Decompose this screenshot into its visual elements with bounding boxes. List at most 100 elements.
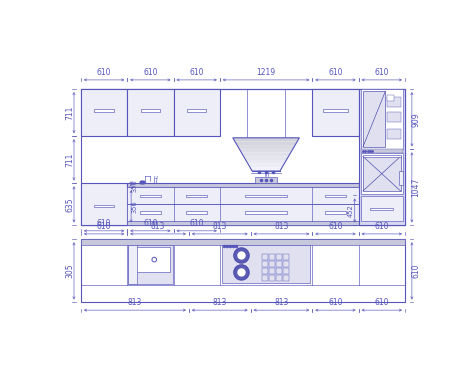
Bar — [262, 261, 268, 267]
Text: 813: 813 — [213, 298, 227, 307]
Bar — [363, 156, 401, 191]
Polygon shape — [248, 164, 284, 167]
Bar — [127, 89, 173, 136]
Bar — [276, 254, 282, 260]
Bar — [81, 183, 127, 225]
Polygon shape — [233, 138, 300, 142]
Bar — [141, 109, 160, 112]
Bar — [81, 239, 405, 245]
Bar — [128, 245, 137, 284]
Bar — [283, 261, 289, 267]
Bar — [245, 195, 287, 197]
Text: 1047: 1047 — [411, 178, 420, 197]
Bar — [245, 211, 287, 214]
Polygon shape — [237, 145, 295, 149]
Text: 813: 813 — [213, 222, 227, 231]
Text: 610: 610 — [374, 68, 389, 77]
Bar — [269, 261, 275, 267]
Bar — [128, 245, 173, 284]
Text: 305: 305 — [65, 264, 74, 278]
Bar — [269, 254, 275, 260]
Bar — [262, 275, 268, 281]
Bar — [387, 95, 394, 101]
Text: 813: 813 — [274, 298, 289, 307]
Bar — [127, 187, 359, 204]
Bar — [94, 205, 114, 207]
Bar — [186, 195, 207, 197]
Text: 909: 909 — [411, 112, 420, 127]
Bar — [262, 268, 268, 274]
Bar — [276, 261, 282, 267]
Bar — [363, 155, 401, 157]
Text: 610: 610 — [328, 222, 343, 231]
Text: 610: 610 — [411, 264, 420, 278]
Bar — [127, 183, 359, 187]
Bar — [269, 275, 275, 281]
Text: 813: 813 — [151, 222, 165, 231]
Bar — [363, 92, 385, 147]
Bar — [130, 247, 171, 272]
Bar — [140, 211, 161, 214]
Circle shape — [238, 269, 245, 276]
Polygon shape — [246, 160, 286, 164]
Bar — [127, 221, 359, 225]
Bar — [173, 89, 220, 136]
Bar — [127, 204, 359, 221]
Text: 610: 610 — [143, 219, 158, 228]
Polygon shape — [235, 142, 297, 145]
Bar — [283, 268, 289, 274]
Bar — [276, 268, 282, 274]
Bar — [276, 275, 282, 281]
Bar — [283, 275, 289, 281]
Polygon shape — [241, 152, 291, 156]
Bar — [262, 254, 268, 260]
Polygon shape — [250, 167, 282, 171]
Text: 610: 610 — [374, 298, 389, 307]
Bar — [361, 149, 403, 153]
Bar — [387, 97, 401, 107]
Bar — [269, 268, 275, 274]
Bar — [94, 109, 114, 112]
Text: 356: 356 — [132, 200, 138, 213]
Bar — [186, 211, 207, 214]
Bar — [283, 254, 289, 260]
Bar — [222, 245, 310, 283]
Bar — [323, 109, 348, 112]
Text: 610: 610 — [190, 219, 204, 228]
Polygon shape — [239, 149, 293, 152]
Polygon shape — [244, 156, 289, 160]
Text: 1219: 1219 — [256, 68, 276, 77]
Text: 610: 610 — [97, 219, 111, 228]
Bar — [81, 89, 127, 136]
Text: 610: 610 — [143, 68, 158, 77]
Text: 813: 813 — [274, 222, 289, 231]
Text: 610: 610 — [328, 68, 343, 77]
Text: 610: 610 — [190, 68, 204, 77]
Bar — [370, 208, 393, 210]
Circle shape — [234, 248, 249, 263]
Circle shape — [234, 265, 249, 280]
Bar — [387, 129, 401, 139]
Text: 452: 452 — [348, 204, 354, 217]
Bar — [312, 89, 359, 136]
Bar — [81, 239, 405, 302]
Text: 813: 813 — [128, 298, 142, 307]
Text: 610: 610 — [374, 222, 389, 231]
Bar — [140, 195, 161, 197]
Bar — [255, 177, 277, 183]
Text: 610: 610 — [328, 298, 343, 307]
Bar — [361, 196, 403, 221]
Bar — [361, 153, 403, 194]
Bar — [361, 89, 403, 149]
Text: 610: 610 — [97, 68, 111, 77]
Bar — [325, 195, 346, 197]
Bar — [359, 89, 405, 225]
Bar — [81, 89, 405, 225]
Circle shape — [238, 252, 245, 259]
Bar — [187, 109, 206, 112]
Bar — [399, 171, 402, 185]
Bar — [387, 112, 401, 122]
Text: 610: 610 — [97, 222, 111, 231]
Text: 711: 711 — [65, 106, 74, 120]
Text: 711: 711 — [65, 152, 74, 167]
